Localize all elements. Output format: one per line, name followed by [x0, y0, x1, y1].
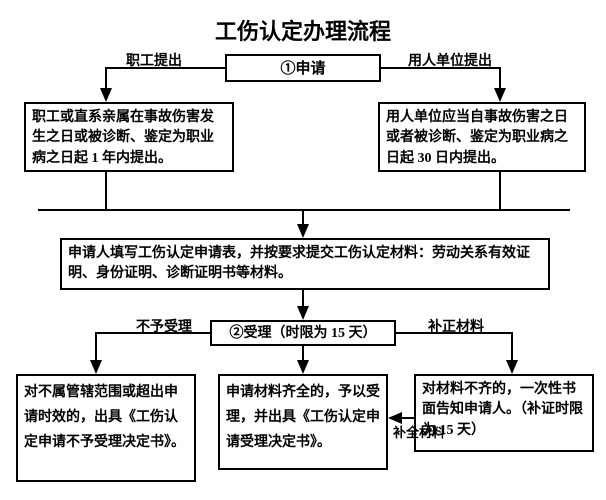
label-emp-apply: 职工提出 [126, 50, 182, 70]
node-fill-form: 申请人填写工伤认定申请表，并按要求提交工伤认定材料：劳动关系有效证明、身份证明、… [60, 238, 550, 290]
node-accepted: 申请材料齐全的，予以受理，并出具《工伤认定申请受理决定书》。 [218, 374, 388, 470]
diagram-title: 工伤认定办理流程 [0, 14, 606, 46]
node-apply-text: ①申请 [280, 61, 325, 77]
node-accept-text: ②受理（时限为 15 天） [230, 326, 377, 341]
node-reject: 对不属管辖范围或超出申请时效的，出具《工伤认定申请不予受理决定书》。 [16, 374, 196, 482]
label-reject: 不予受理 [136, 316, 192, 336]
node-employee: 职工或直系亲属在事故伤害发生之日或被诊断、鉴定为职业病之日起 1 年内提出。 [24, 102, 234, 172]
node-reject-text: 对不属管辖范围或超出申请时效的，出具《工伤认定申请不予受理决定书》。 [24, 385, 185, 450]
label-supplement2: 补全材料 [393, 422, 445, 441]
node-accept: ②受理（时限为 15 天） [210, 320, 396, 346]
node-fill-form-text: 申请人填写工伤认定申请表，并按要求提交工伤认定材料：劳动关系有效证明、身份证明、… [68, 246, 530, 281]
node-apply: ①申请 [225, 54, 381, 82]
node-employee-text: 职工或直系亲属在事故伤害发生之日或被诊断、鉴定为职业病之日起 1 年内提出。 [32, 110, 214, 166]
label-unit-apply: 用人单位提出 [408, 50, 492, 70]
node-unit: 用人单位应当自事故伤害之日或者被诊断、鉴定为职业病之日起 30 日内提出。 [378, 102, 586, 172]
node-unit-text: 用人单位应当自事故伤害之日或者被诊断、鉴定为职业病之日起 30 日内提出。 [386, 110, 568, 166]
node-accepted-text: 申请材料齐全的，予以受理，并出具《工伤认定申请受理决定书》。 [226, 385, 380, 450]
label-supplement: 补正材料 [428, 316, 484, 336]
node-supplement-text: 对材料不齐的，一次性书面告知申请人。（补证时限为 15 天） [422, 382, 583, 438]
